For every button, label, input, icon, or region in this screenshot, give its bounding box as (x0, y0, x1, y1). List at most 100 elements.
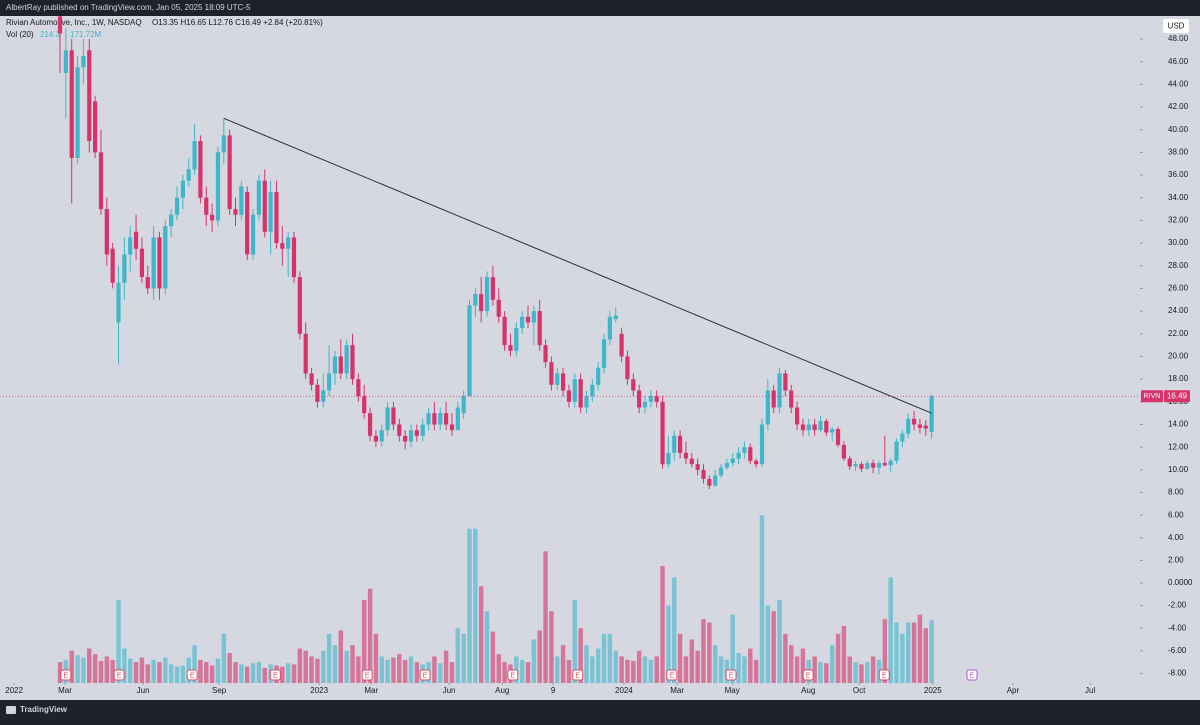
x-tick-label: Mar (58, 686, 72, 695)
candle-body (672, 435, 677, 453)
candle-body (713, 475, 718, 486)
volume-bar (677, 633, 683, 683)
volume-bar (385, 659, 390, 683)
candle-body (759, 424, 765, 465)
candle-body (900, 433, 905, 442)
earnings-marker (802, 669, 814, 681)
volume-y-tick-label: 4.00 (1168, 533, 1184, 542)
currency-box (1163, 19, 1189, 33)
candle-body (888, 460, 893, 466)
candle-body (549, 362, 554, 385)
volume-bar (438, 663, 443, 683)
volume-bar (543, 551, 548, 683)
candle-body (578, 379, 583, 408)
candle-body (824, 421, 829, 433)
candle-body (490, 277, 496, 300)
volume-bar (233, 662, 238, 683)
volume-bar (590, 656, 595, 683)
volume-bar (666, 605, 671, 683)
candle-body (379, 430, 384, 442)
candle-body (104, 209, 109, 255)
candle-body (660, 401, 665, 465)
volume-bar (478, 586, 484, 683)
candle-body (139, 248, 145, 278)
candle-body (923, 425, 928, 429)
earnings-label: E (190, 672, 195, 679)
candle-body (309, 373, 314, 385)
y-tick-label: 34.00 (1168, 193, 1189, 202)
x-tick-label: Mar (670, 686, 684, 695)
candle-body (689, 458, 694, 465)
candle-body (87, 50, 92, 142)
candle-body (250, 214, 256, 255)
candle-body (906, 418, 911, 434)
candle-body (391, 407, 396, 425)
candle-body (865, 463, 870, 469)
volume-bar (69, 650, 74, 683)
candle-body (215, 152, 221, 221)
volume-y-tick-label: 0.0000 (1168, 578, 1193, 587)
volume-bar (350, 645, 355, 683)
volume-bar (525, 662, 531, 683)
candle-body (93, 101, 98, 153)
volume-bar (712, 645, 718, 683)
brand: TradingView (6, 705, 68, 714)
volume-bar (929, 620, 934, 683)
legend-ohlc: O13.35 H16.65 L12.76 C16.49 +2.84 (+20.8… (152, 18, 323, 27)
candle-body (408, 430, 414, 442)
earnings-marker (113, 669, 125, 681)
candle-body (677, 435, 683, 453)
volume-y-tick-label: 6.00 (1168, 510, 1184, 519)
candle-body (590, 384, 595, 397)
volume-bar (455, 628, 461, 683)
candle-body (432, 413, 437, 425)
volume-bar (262, 667, 267, 683)
brand-name: TradingView (20, 705, 68, 714)
candle-body (502, 316, 507, 346)
volume-bar (139, 657, 145, 683)
volume-bar (432, 656, 437, 683)
volume-bar (321, 650, 326, 683)
volume-bar (75, 655, 80, 683)
candle-body (859, 464, 864, 469)
volume-bar (619, 656, 624, 683)
volume-bar (906, 622, 911, 683)
earnings-marker (186, 669, 198, 681)
earnings-label: E (273, 672, 278, 679)
candle-body (724, 463, 729, 468)
volume-bar (695, 650, 700, 683)
earnings-marker (666, 669, 678, 681)
y-tick-label: 28.00 (1168, 261, 1189, 270)
candle-body (929, 396, 934, 432)
candle-body (701, 469, 706, 479)
candle-body (596, 367, 601, 385)
candle-body (297, 277, 302, 334)
volume-bar (736, 653, 741, 683)
candle-body (443, 413, 449, 425)
volume-bar (496, 654, 501, 683)
candle-body (180, 180, 185, 198)
earnings-marker (966, 669, 978, 681)
volume-bar (338, 630, 344, 683)
volume-bar (777, 599, 782, 683)
candle-body (783, 373, 788, 391)
candle-body (397, 424, 402, 436)
volume-bar (490, 631, 496, 683)
volume-bar (783, 633, 788, 683)
candle-body (619, 333, 624, 357)
earnings-label: E (806, 672, 811, 679)
currency: USD (1168, 22, 1185, 31)
volume-bar (180, 665, 186, 683)
candle-body (479, 294, 484, 312)
bottom-bar (0, 700, 1200, 720)
x-tick-label: Sep (212, 686, 227, 695)
candle-body (525, 316, 531, 323)
volume-bar (800, 648, 806, 683)
volume-bar (98, 660, 104, 683)
volume-bar (326, 633, 332, 683)
candle-body (853, 464, 858, 467)
candle-body (362, 396, 367, 414)
volume-bar (449, 662, 455, 683)
candle-body (385, 407, 390, 431)
volume-y-tick-label: -8.00 (1168, 669, 1187, 678)
